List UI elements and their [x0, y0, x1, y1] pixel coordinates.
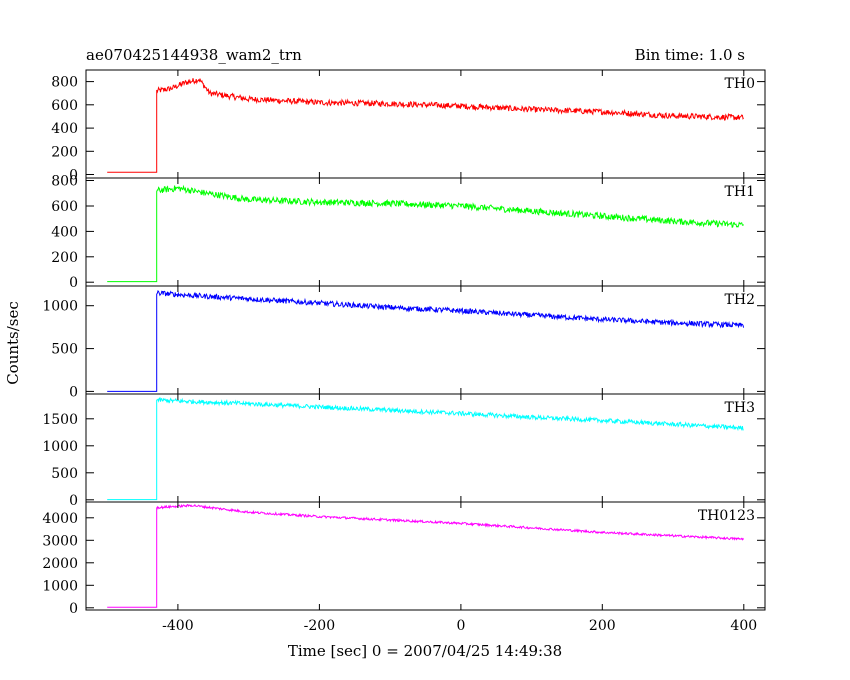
chart-title: ae070425144938_wam2_trn [86, 46, 302, 64]
y-tick-label: 400 [51, 224, 78, 240]
y-tick-label: 800 [51, 174, 78, 190]
x-tick-label: 0 [456, 618, 465, 634]
y-tick-label: 500 [51, 466, 78, 482]
y-tick-label: 0 [69, 384, 78, 400]
curve-th3 [107, 396, 744, 501]
panel-frame-th0 [85, 69, 766, 179]
y-tick-label: 200 [51, 250, 78, 266]
panel-label-th2: TH2 [725, 292, 755, 308]
y-tick-label: 800 [51, 75, 78, 91]
y-tick-label: 0 [69, 168, 78, 184]
panel-frame-th2 [85, 285, 766, 395]
y-tick-label: 500 [51, 342, 78, 358]
panel-frame-th3 [85, 393, 766, 503]
y-tick-label: 400 [51, 121, 78, 137]
curve-th0123 [107, 503, 744, 608]
curve-th2 [107, 289, 745, 392]
y-tick-label: 600 [51, 199, 78, 215]
panel-label-th3: TH3 [725, 400, 755, 416]
y-tick-label: 1000 [42, 439, 78, 455]
panel-label-th0: TH0 [725, 76, 755, 92]
y-tick-label: 2000 [42, 556, 78, 572]
y-tick-label: 1000 [42, 578, 78, 594]
curve-th1 [107, 184, 744, 283]
y-tick-label: 1500 [42, 412, 78, 428]
y-tick-label: 200 [51, 144, 78, 160]
y-tick-label: 4000 [42, 511, 78, 527]
panel-frame-th1 [85, 177, 766, 287]
y-tick-label: 3000 [42, 533, 78, 549]
x-tick-label: -400 [162, 618, 193, 634]
x-axis-label: Time [sec] 0 = 2007/04/25 14:49:38 [288, 642, 562, 660]
curve-th0 [107, 78, 744, 173]
panels-group: 0 200 400 600 800 TH0 0 200 400 600 800 TH1 0 500 1000… [42, 69, 766, 634]
y-tick-label: 1000 [42, 299, 78, 315]
panel-label-th0123: TH0123 [698, 508, 755, 524]
x-tick-label: 200 [589, 618, 616, 634]
y-tick-label: 600 [51, 98, 78, 114]
panel-frame-th0123 [85, 501, 766, 611]
x-tick-label: -200 [304, 618, 335, 634]
y-tick-label: 0 [69, 275, 78, 291]
y-tick-label: 0 [69, 493, 78, 509]
y-tick-label: 0 [69, 601, 78, 617]
bin-time-label: Bin time: 1.0 s [635, 46, 745, 64]
panel-label-th1: TH1 [725, 184, 755, 200]
x-tick-label: 400 [730, 618, 757, 634]
y-axis-label: Counts/sec [4, 301, 22, 385]
